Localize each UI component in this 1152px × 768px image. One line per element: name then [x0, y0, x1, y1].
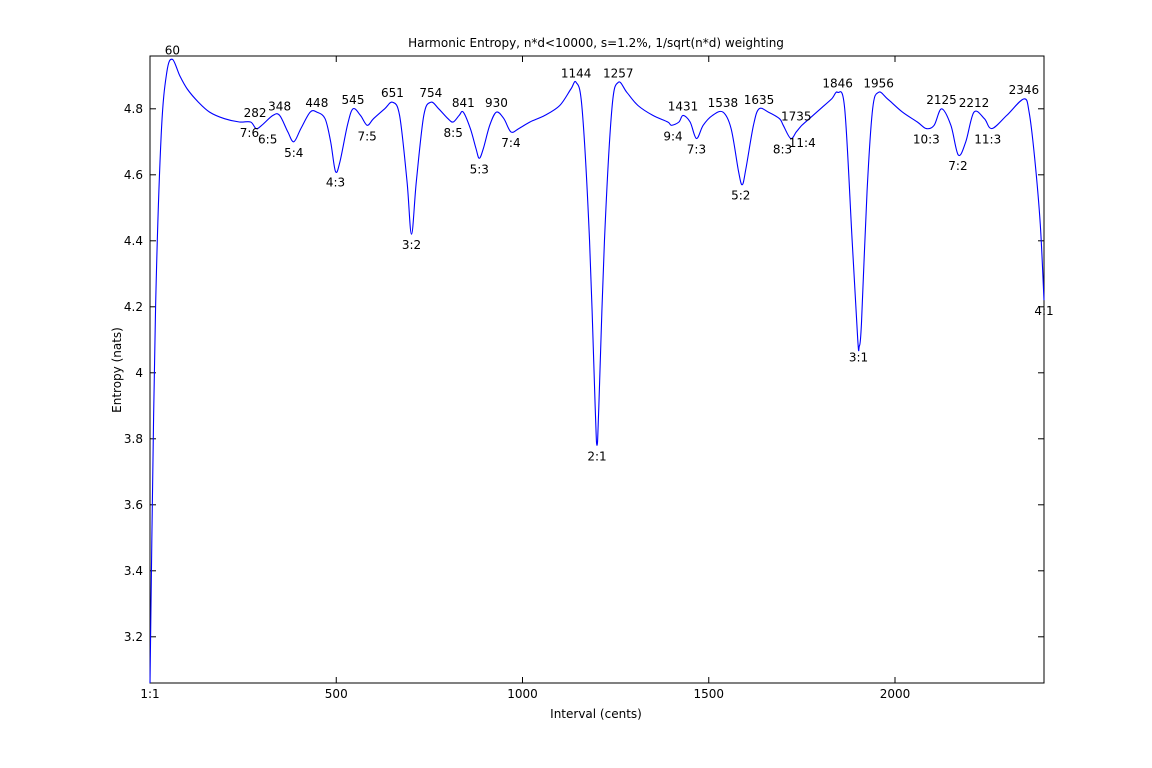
peak-label: 1538	[708, 96, 739, 110]
peak-label: 1635	[744, 93, 775, 107]
ratio-label: 7:3	[687, 143, 706, 157]
x-tick-label: 2000	[880, 687, 911, 701]
ratio-label: 3:1	[849, 350, 868, 364]
y-tick-label: 4	[135, 366, 143, 380]
peak-label: 60	[165, 43, 180, 57]
ratio-label: 11:3	[974, 133, 1001, 147]
peak-label: 1846	[822, 76, 853, 90]
ratio-label: 10:3	[913, 133, 940, 147]
ratio-label: 2:1	[587, 449, 606, 463]
entropy-curve	[149, 58, 1045, 684]
ratio-label: 5:2	[731, 189, 750, 203]
ratio-label: 4:3	[326, 176, 345, 190]
peak-label: 282	[244, 106, 267, 120]
peak-label: 841	[452, 96, 475, 110]
peak-label: 1956	[863, 76, 894, 90]
ratio-label: 3:2	[402, 238, 421, 252]
peak-label: 2346	[1009, 83, 1040, 97]
x-axis-title: Interval (cents)	[550, 707, 642, 721]
ratio-label: 8:5	[444, 126, 463, 140]
y-tick-label: 4.2	[124, 300, 143, 314]
x-tick-label: 1:1	[140, 687, 159, 701]
peak-label: 1735	[781, 109, 812, 123]
ratio-label: 5:4	[284, 146, 303, 160]
peak-label: 2212	[959, 96, 990, 110]
plot-area	[149, 55, 1045, 684]
x-axis-ticks: 1:1 500 1000 1500 2000	[140, 56, 910, 701]
annotation-labels: 60 282 348 448 545 651 754 841 930 1144 1257 1431 15…	[165, 43, 1054, 463]
ratio-label: 5:3	[470, 162, 489, 176]
peak-label: 754	[419, 86, 442, 100]
ratio-label: 8:3	[773, 143, 792, 157]
peak-label: 348	[268, 99, 291, 113]
ratio-label: 11:4	[789, 136, 816, 150]
peak-label: 930	[485, 96, 508, 110]
y-tick-label: 3.2	[124, 630, 143, 644]
ratio-label: 6:5	[258, 133, 277, 147]
chart-title: Harmonic Entropy, n*d<10000, s=1.2%, 1/s…	[408, 36, 784, 50]
y-axis-title: Entropy (nats)	[110, 327, 124, 413]
y-tick-label: 3.6	[124, 498, 143, 512]
x-tick-label: 1000	[507, 687, 538, 701]
ratio-label: 9:4	[663, 129, 682, 143]
peak-label: 651	[381, 86, 404, 100]
peak-label: 2125	[926, 93, 957, 107]
peak-label: 1144	[561, 66, 592, 80]
ratio-label: 7:2	[948, 159, 967, 173]
ratio-label: 7:6	[240, 126, 259, 140]
peak-label: 448	[305, 96, 328, 110]
ratio-label: 4:1	[1034, 304, 1053, 318]
peak-label: 545	[342, 93, 365, 107]
peak-label: 1431	[668, 99, 699, 113]
y-tick-label: 4.6	[124, 168, 143, 182]
x-tick-label: 500	[325, 687, 348, 701]
peak-label: 1257	[603, 66, 634, 80]
y-axis-ticks: 3.2 3.4 3.6 3.8 4 4.2 4.4 4.6 4.8	[124, 102, 1044, 644]
x-tick-label: 1500	[693, 687, 724, 701]
y-tick-label: 4.4	[124, 234, 143, 248]
ratio-label: 7:5	[358, 129, 377, 143]
ratio-label: 7:4	[501, 136, 520, 150]
y-tick-label: 3.8	[124, 432, 143, 446]
y-tick-label: 4.8	[124, 102, 143, 116]
y-tick-label: 3.4	[124, 564, 143, 578]
